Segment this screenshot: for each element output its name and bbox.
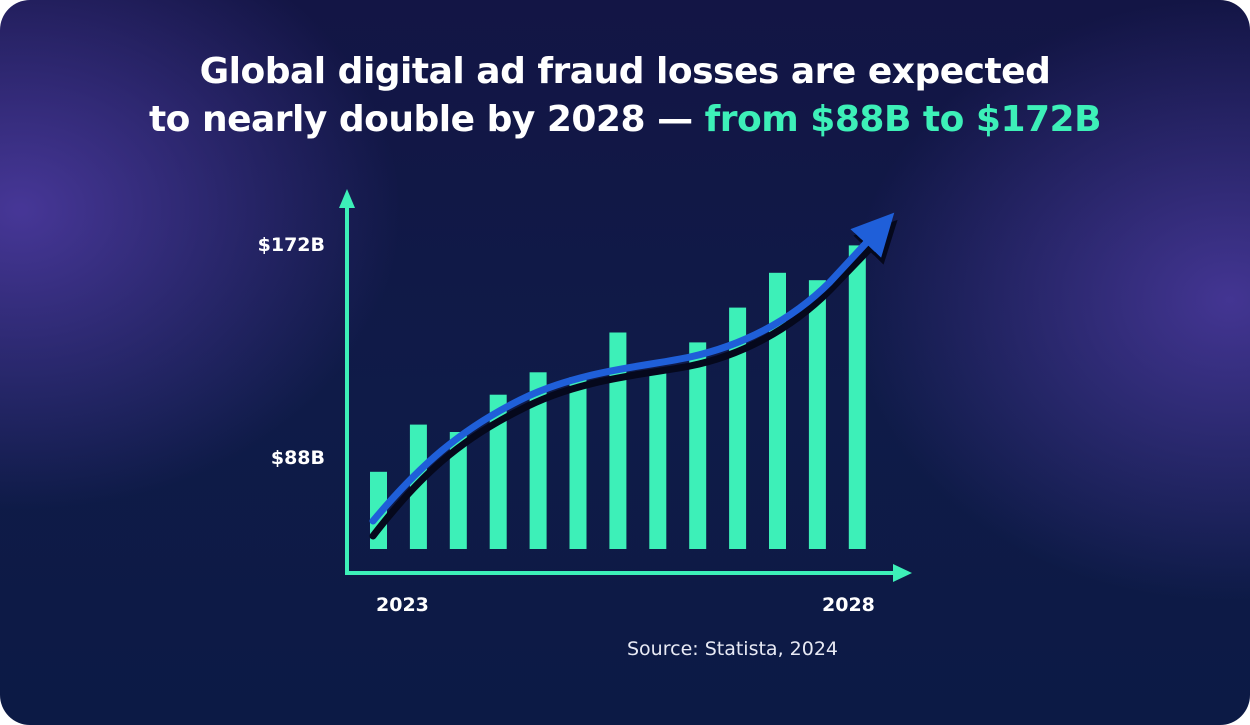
- title-line-1: Global digital ad fraud losses are expec…: [199, 51, 1051, 92]
- bar-4: [489, 394, 507, 549]
- y-tick-label-88b: $88B: [270, 447, 325, 469]
- bar-8: [649, 372, 667, 549]
- bars-group: [370, 245, 866, 549]
- y-tick-label-172b: $172B: [257, 234, 325, 256]
- bar-13: [848, 245, 866, 549]
- chart-title: Global digital ad fraud losses are expec…: [0, 48, 1250, 144]
- title-highlight: from $88B to $172B: [704, 99, 1102, 140]
- bar-7: [609, 332, 627, 549]
- bar-11: [769, 272, 786, 549]
- bar-3: [449, 432, 467, 549]
- x-tick-label-2028: 2028: [822, 594, 875, 616]
- x-tick-label-2023: 2023: [376, 594, 429, 616]
- source-note: Source: Statista, 2024: [627, 638, 839, 660]
- trend-arrow-shadow: [369, 219, 898, 540]
- bar-10: [729, 307, 747, 549]
- bar-5: [529, 372, 547, 549]
- title-line-2: to nearly double by 2028 — from $88B to …: [0, 96, 1250, 144]
- bar-9: [689, 342, 707, 549]
- title-line-2-prefix: to nearly double by 2028 —: [148, 99, 705, 140]
- axes: [339, 189, 912, 582]
- bar-12: [808, 280, 826, 549]
- bar-6: [569, 377, 587, 549]
- y-axis-arrow-icon: [339, 189, 355, 208]
- trend-arrow: [369, 212, 898, 540]
- x-axis-arrow-icon: [893, 564, 912, 582]
- trend-arrow-line: [369, 212, 895, 525]
